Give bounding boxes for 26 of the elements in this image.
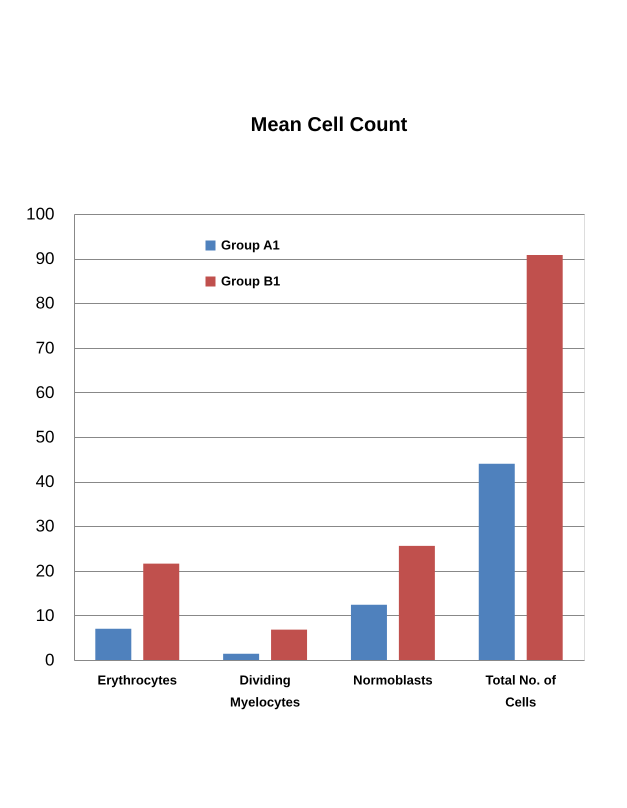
bar — [398, 546, 435, 660]
y-tick-label: 20 — [36, 561, 54, 580]
y-tick-label: 90 — [36, 249, 54, 268]
bar — [223, 654, 260, 660]
bar — [526, 255, 563, 660]
legend-label: Group A1 — [221, 238, 280, 252]
x-tick-label: Erythrocytes — [98, 672, 178, 688]
legend-label: Group B1 — [221, 274, 280, 288]
y-tick-label: 70 — [36, 338, 54, 358]
y-tick-label: 50 — [36, 428, 54, 446]
bar — [95, 628, 132, 660]
bar — [350, 604, 387, 660]
y-tick-label: 0 — [45, 650, 54, 670]
y-tick-label: 80 — [36, 294, 54, 313]
y-tick-label: 30 — [36, 516, 54, 536]
y-tick-label: 60 — [36, 382, 54, 402]
x-tick-label: Normoblasts — [353, 672, 433, 688]
chart-title: Mean Cell Count — [250, 114, 408, 136]
bar — [478, 464, 515, 660]
x-tick-label: Total No. of Cells — [485, 672, 557, 710]
x-tick-label: Dividing Myelocytes — [230, 672, 300, 710]
bar — [271, 630, 308, 660]
y-tick-label: 100 — [26, 204, 54, 224]
y-tick-label: 10 — [36, 606, 54, 625]
bar — [143, 564, 180, 660]
y-tick-label: 40 — [36, 472, 54, 492]
